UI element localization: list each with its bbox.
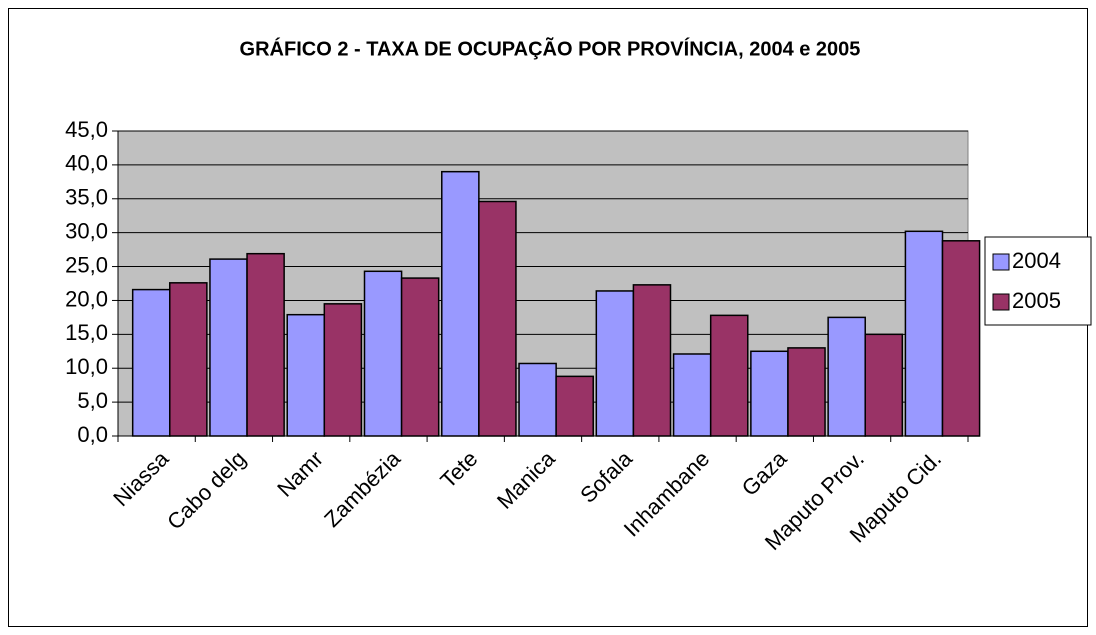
bar — [169, 282, 208, 437]
bar — [323, 303, 363, 437]
legend-swatch — [992, 293, 1010, 311]
bar — [904, 230, 944, 437]
bar — [441, 170, 480, 437]
bar — [209, 258, 248, 437]
bar — [827, 316, 866, 437]
bar — [941, 240, 981, 437]
y-tick-label: 30,0 — [65, 218, 108, 243]
bar — [787, 347, 826, 437]
bar — [363, 270, 403, 437]
bar — [555, 375, 594, 437]
bar — [246, 252, 285, 437]
legend-swatch — [992, 253, 1010, 271]
y-tick-label: 35,0 — [65, 185, 108, 210]
y-tick-label: 40,0 — [65, 151, 108, 176]
bar — [632, 284, 672, 437]
bar — [672, 353, 712, 437]
bar — [595, 290, 635, 437]
bar — [864, 333, 904, 437]
legend-label: 2004 — [1012, 248, 1061, 273]
bar — [400, 277, 440, 437]
y-tick-label: 10,0 — [65, 354, 108, 379]
bar — [709, 314, 749, 437]
bar — [518, 362, 557, 437]
y-tick-label: 20,0 — [65, 286, 108, 311]
chart-title: GRÁFICO 2 - TAXA DE OCUPAÇÃO POR PROVÍNC… — [240, 37, 861, 60]
bar — [750, 350, 789, 437]
y-tick-label: 0,0 — [77, 422, 108, 447]
y-tick-label: 5,0 — [77, 388, 108, 413]
bar — [478, 200, 517, 437]
y-tick-label: 15,0 — [65, 320, 108, 345]
legend-label: 2005 — [1012, 288, 1061, 313]
y-tick-label: 45,0 — [65, 117, 108, 142]
bar — [286, 313, 326, 437]
bar — [131, 288, 171, 437]
y-tick-label: 25,0 — [65, 252, 108, 277]
